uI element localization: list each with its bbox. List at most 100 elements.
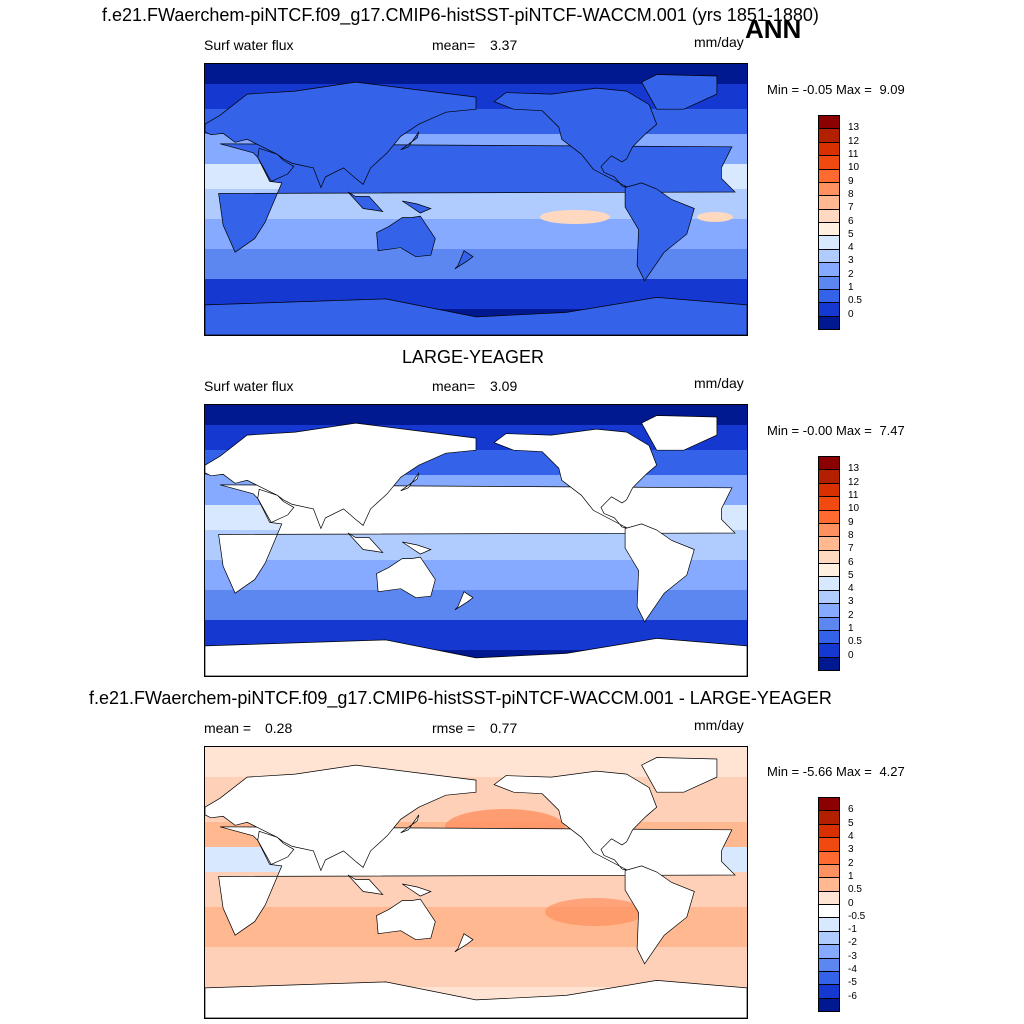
colorbar-tick-label: 0: [848, 308, 854, 320]
field-band: [205, 64, 747, 84]
colorbar-swatch: [819, 289, 839, 304]
colorbar-tick-label: 9: [848, 175, 854, 187]
colorbar-swatch: [819, 483, 839, 498]
panel1-max-label: Max =: [836, 82, 872, 97]
field-band: [205, 590, 747, 620]
panel1-map: [204, 63, 748, 336]
colorbar-tick-label: 2: [848, 268, 854, 280]
colorbar-swatch: [819, 838, 839, 852]
continent-outline: [402, 883, 432, 897]
continent-outline: [624, 865, 695, 965]
panel2-max-value: 7.47: [879, 423, 905, 438]
colorbar-swatch: [819, 196, 839, 210]
field-band: [205, 249, 747, 279]
colorbar-tick-label: 7: [848, 202, 854, 214]
panel3-min-value: -5.66: [802, 764, 833, 779]
panel3-colorbar: [818, 797, 840, 1012]
colorbar-tick-label: 6: [848, 556, 854, 568]
colorbar-swatch: [819, 116, 839, 130]
panel1-max-value: 9.09: [879, 82, 905, 97]
colorbar-tick-label: 12: [848, 476, 860, 488]
panel3-minmax: Min = -5.66 Max = 4.27: [767, 764, 905, 779]
colorbar-tick-label: 0.5: [848, 884, 862, 896]
continent-outline: [205, 297, 747, 335]
colorbar-swatch: [819, 182, 839, 197]
precip-maximum: [697, 212, 733, 222]
continent-outline: [454, 250, 474, 270]
panel2-min-label: Min =: [767, 423, 800, 438]
colorbar-tick-label: -5: [848, 977, 857, 989]
colorbar-swatch: [819, 537, 839, 551]
panel2-minmax: Min = -0.00 Max = 7.47: [767, 423, 905, 438]
colorbar-swatch: [819, 918, 839, 932]
colorbar-swatch: [819, 497, 839, 511]
colorbar-swatch: [819, 577, 839, 591]
continent-outline: [400, 814, 420, 834]
colorbar-swatch: [819, 564, 839, 578]
season-label: ANN: [745, 14, 802, 44]
colorbar-tick-label: 11: [848, 148, 859, 160]
colorbar-swatch: [819, 617, 839, 631]
continent-outline: [376, 898, 436, 941]
panel3-title: f.e21.FWaerchem-piNTCF.f09_g17.CMIP6-his…: [89, 688, 832, 708]
colorbar-swatch: [819, 550, 839, 564]
colorbar-swatch: [819, 971, 839, 986]
colorbar-tick-label: 2: [848, 857, 854, 869]
panel2-map: [204, 404, 748, 677]
panel3-units: mm/day: [694, 717, 744, 733]
colorbar-tick-label: 11: [848, 489, 859, 501]
colorbar-swatch: [819, 142, 839, 157]
panel2-mean-value: 3.09: [490, 378, 518, 394]
continent-outline: [205, 764, 477, 872]
panel1-variable-label: Surf water flux: [204, 37, 294, 53]
colorbar-swatch: [819, 798, 839, 812]
colorbar-tick-label: 8: [848, 188, 854, 200]
colorbar-swatch: [819, 878, 839, 892]
continent-outline: [641, 415, 718, 451]
colorbar-swatch: [819, 249, 839, 264]
colorbar-tick-label: 0: [848, 649, 854, 661]
continent-outline: [493, 770, 658, 871]
colorbar-tick-label: 9: [848, 516, 854, 528]
colorbar-tick-label: -6: [848, 990, 857, 1002]
colorbar-swatch: [819, 998, 839, 1011]
continent-outline: [402, 541, 432, 555]
field-band: [205, 405, 747, 425]
panel1-mean-value: 3.37: [490, 37, 518, 53]
colorbar-swatch: [819, 905, 839, 919]
continent-outline: [493, 428, 658, 529]
panel3-max-value: 4.27: [879, 764, 905, 779]
continent-outline: [347, 191, 384, 213]
panel2-min-value: -0.00: [802, 423, 833, 438]
colorbar-tick-label: 1: [848, 870, 854, 882]
anomaly-positive: [545, 898, 645, 926]
colorbar-swatch: [819, 644, 839, 658]
colorbar-swatch: [819, 303, 839, 317]
colorbar-tick-label: 6: [848, 804, 854, 816]
continent-outline: [400, 472, 420, 492]
continent-outline: [376, 556, 436, 599]
continent-outline: [257, 830, 295, 865]
continent-outline: [624, 523, 695, 623]
colorbar-tick-label: 3: [848, 255, 854, 267]
colorbar-swatch: [819, 129, 839, 143]
colorbar-tick-label: 1: [848, 282, 854, 294]
colorbar-tick-label: 5: [848, 817, 854, 829]
colorbar-tick-label: -2: [848, 937, 857, 949]
colorbar-swatch: [819, 209, 839, 223]
colorbar-swatch: [819, 604, 839, 618]
colorbar-tick-label: -3: [848, 950, 857, 962]
panel2-units: mm/day: [694, 375, 744, 391]
continent-outline: [400, 131, 420, 151]
colorbar-swatch: [819, 156, 839, 170]
colorbar-tick-label: -4: [848, 964, 857, 976]
panel3-max-label: Max =: [836, 764, 872, 779]
panel2-max-label: Max =: [836, 423, 872, 438]
continent-outline: [641, 74, 718, 110]
panel3-map: [204, 746, 748, 1019]
panel2-colorbar: [818, 456, 840, 671]
colorbar-tick-label: 8: [848, 529, 854, 541]
colorbar-tick-label: 5: [848, 228, 854, 240]
panel3-rmse-label: rmse =: [432, 720, 476, 736]
colorbar-tick-label: 3: [848, 844, 854, 856]
